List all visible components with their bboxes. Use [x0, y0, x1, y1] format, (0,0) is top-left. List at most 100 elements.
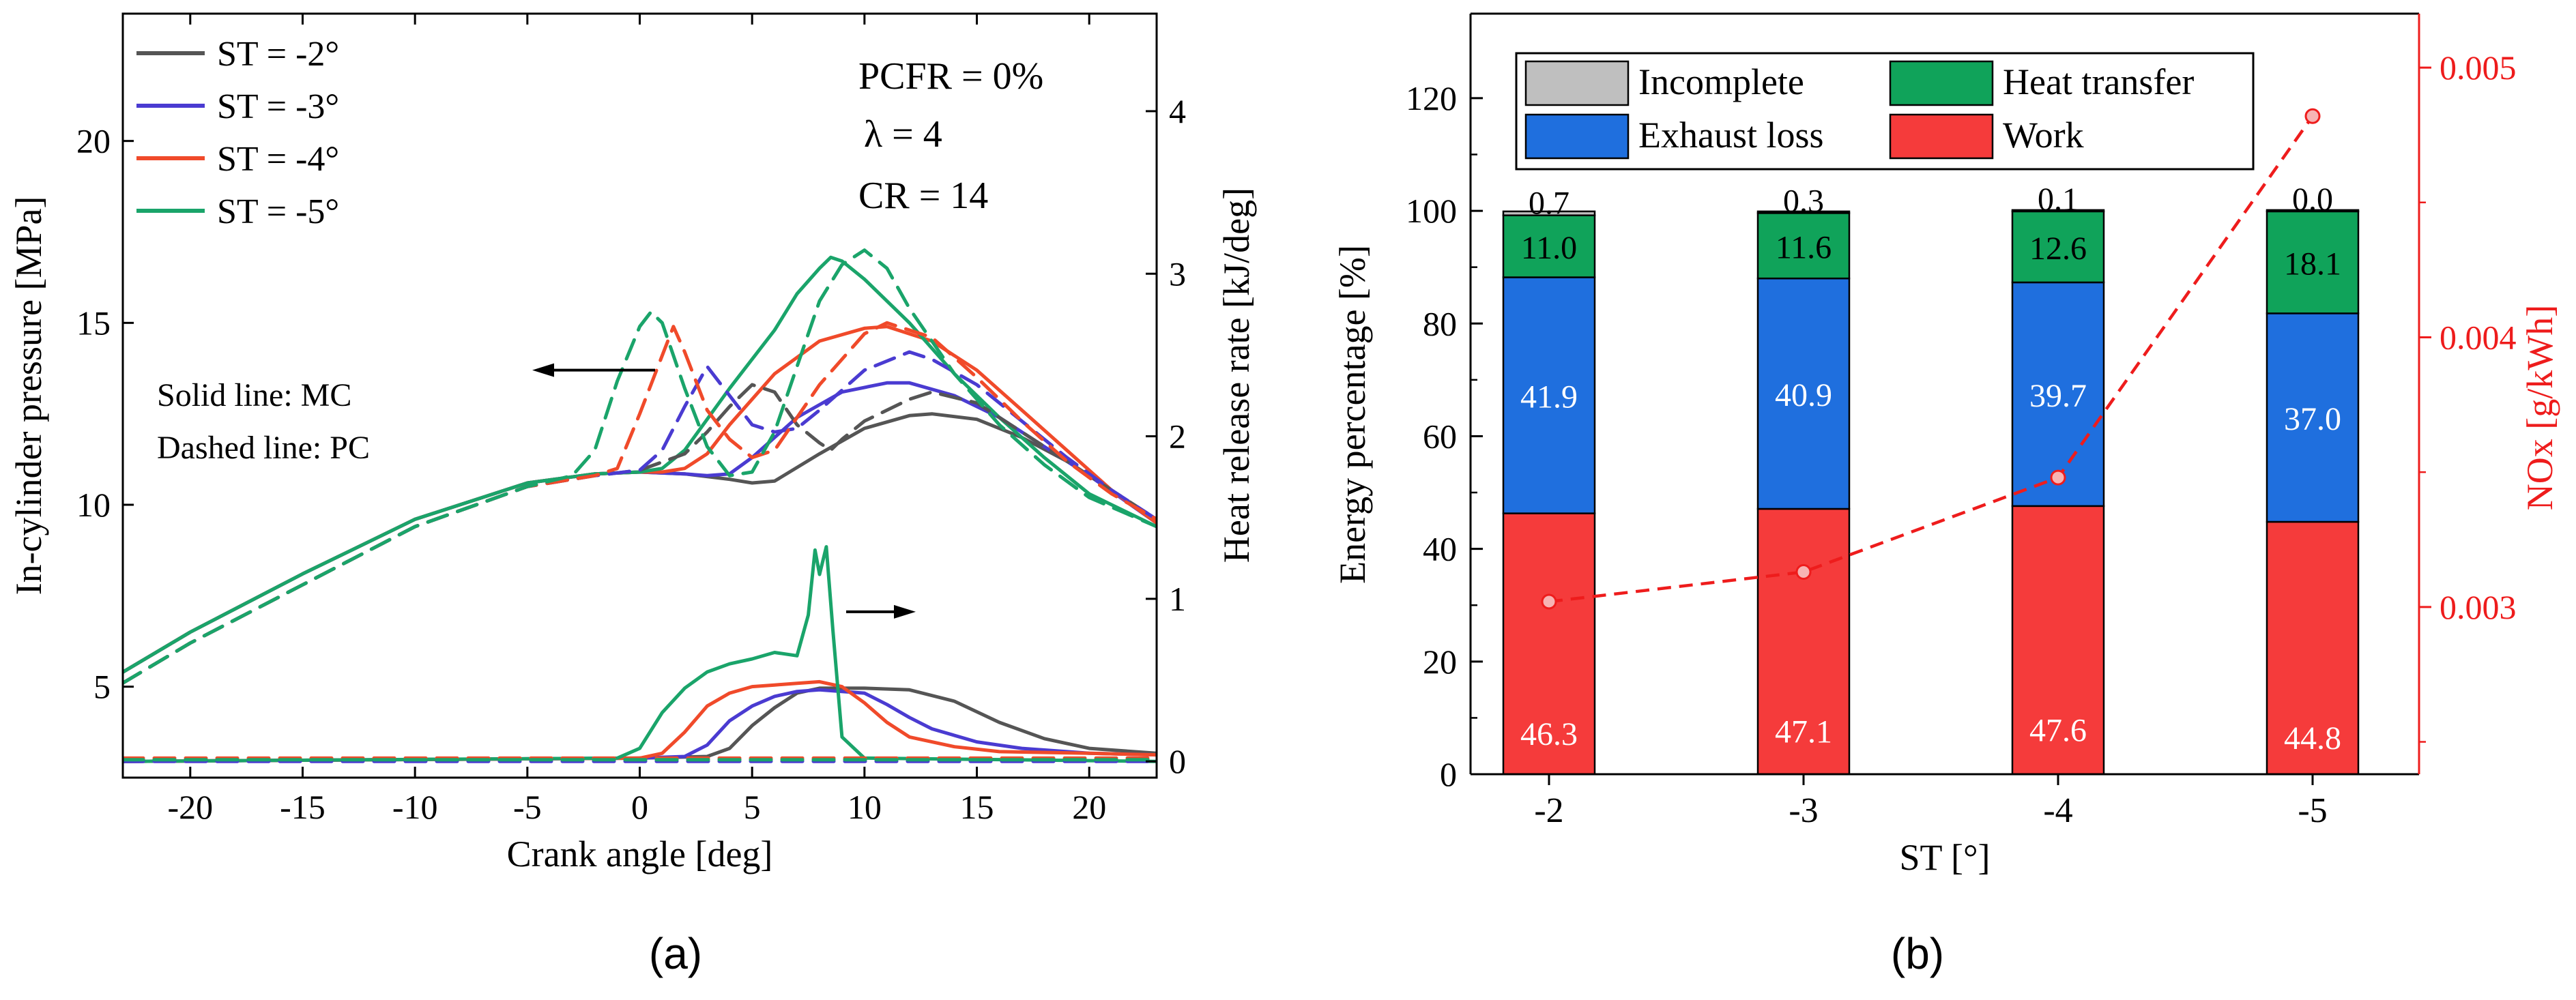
y-tick-label: 20	[1423, 643, 1457, 681]
annotation-dashed-line: Dashed line: PC	[157, 430, 370, 466]
bar-value-label-work: 47.1	[1775, 714, 1832, 750]
nox-line	[1548, 115, 2314, 604]
bar-value-label-exhaust: 40.9	[1775, 377, 1832, 413]
bar-work	[1502, 512, 1596, 776]
x-tick-label: -2	[1534, 791, 1563, 830]
y-tick-label: 40	[1423, 530, 1457, 568]
bar-value-label-incomplete: 0.0	[2292, 181, 2333, 218]
bar-heat	[2266, 210, 2360, 314]
x-tick-label: -20	[167, 788, 213, 826]
y-tick-label: 80	[1423, 304, 1457, 342]
x-tick-label: 20	[1072, 788, 1106, 826]
bar-value-label-heat: 11.0	[1521, 230, 1577, 266]
bar-value-label-heat: 11.6	[1776, 229, 1832, 265]
y-tick-label: 120	[1406, 79, 1457, 117]
y-tick-label: 20	[76, 122, 111, 160]
x-tick-label: -5	[2298, 791, 2327, 830]
series-line-hrr-solid-st5	[123, 545, 1157, 763]
y-tick-label: 15	[76, 304, 111, 342]
series-line-pressure-dashed-st4	[123, 321, 1157, 685]
series-line-hrr-solid-st4	[123, 679, 1157, 763]
x-tick-label: -15	[280, 788, 325, 826]
y2-tick-label: 3	[1169, 254, 1186, 293]
y-tick-label: 0	[1440, 755, 1457, 793]
bar-value-label-heat: 18.1	[2284, 246, 2341, 282]
bar-work	[2266, 520, 2360, 776]
x-tick-label: 0	[631, 788, 648, 826]
y2-tick-label: 0.005	[2440, 48, 2517, 87]
series-line-hrr-solid-st3	[123, 688, 1157, 763]
series-line-pressure-dashed-st2	[123, 383, 1157, 685]
y2-axis-label: NOx [g/kWh]	[2519, 305, 2560, 510]
bar-value-label-work: 47.6	[2029, 712, 2087, 748]
y-tick-label: 100	[1406, 192, 1457, 230]
bar-exhaust	[1502, 276, 1596, 514]
y2-tick-label: 2	[1169, 417, 1186, 456]
chart-b-energy-balance: 46.3 41.9 11.0 0.7 47.1 40.9 11.6 0.3 47.6 39.7 12…	[1332, 12, 2560, 878]
bar-incomplete	[2266, 209, 2360, 213]
bar-value-label-incomplete: 0.3	[1783, 183, 1824, 219]
y-axis-label: In-cylinder pressure [MPa]	[8, 196, 49, 595]
legend-swatch-heat	[1889, 60, 1994, 106]
x-tick-label: 10	[848, 788, 882, 826]
panel-b-label: (b)	[1891, 929, 1944, 978]
bar-incomplete	[2011, 209, 2105, 213]
chart-a-plot-area	[123, 248, 1157, 763]
legend-label: Incomplete	[1638, 61, 1804, 102]
x-tick-label: -10	[392, 788, 438, 826]
panel-a-label: (a)	[649, 929, 702, 978]
annotation-cr: CR = 14	[858, 175, 988, 217]
legend-label: ST = -3°	[217, 87, 339, 126]
y2-tick-label: 0	[1169, 742, 1186, 780]
bar-incomplete	[1756, 210, 1851, 214]
y-tick-label: 60	[1423, 417, 1457, 455]
y2-tick-label: 4	[1169, 92, 1186, 130]
x-tick-label: 15	[960, 788, 994, 826]
y-tick-label: 5	[93, 668, 111, 706]
bar-heat	[2011, 210, 2105, 284]
bar-value-label-work: 46.3	[1520, 716, 1578, 752]
nox-point	[1541, 593, 1557, 610]
legend-label: ST = -4°	[217, 140, 339, 179]
annotation-pcfr: PCFR = 0%	[858, 55, 1043, 98]
bar-value-label-incomplete: 0.7	[1529, 186, 1569, 222]
legend-swatch-exhaust	[1524, 113, 1630, 160]
bar-value-label-work: 44.8	[2284, 720, 2341, 756]
bar-exhaust	[2266, 312, 2360, 523]
y2-tick-label: 0.003	[2440, 588, 2517, 626]
x-tick-label: -5	[513, 788, 542, 826]
legend-swatch-incomplete	[1524, 60, 1630, 106]
nox-point	[1795, 563, 1812, 580]
series-line-pressure-solid-st5	[123, 255, 1157, 674]
bar-value-label-exhaust: 41.9	[1520, 379, 1578, 415]
legend-label: ST = -2°	[217, 35, 339, 74]
bar-value-label-exhaust: 39.7	[2029, 378, 2087, 414]
bar-value-label-heat: 12.6	[2029, 231, 2087, 267]
legend-box	[1515, 52, 2255, 171]
x-axis-label: ST [°]	[1899, 837, 1990, 878]
bar-work	[1756, 508, 1851, 776]
series-line-pressure-dashed-st5	[123, 248, 1157, 685]
arrow-head-right	[894, 604, 916, 619]
y-tick-label: 10	[76, 486, 111, 524]
bar-work	[2011, 505, 2105, 776]
y-axis-label: Energy percentage [%]	[1332, 245, 1373, 584]
annotation-solid-line: Solid line: MC	[157, 377, 351, 413]
bar-exhaust	[1756, 277, 1851, 510]
legend-swatch-work	[1889, 113, 1994, 160]
legend-label: Exhaust loss	[1638, 115, 1824, 156]
legend-label: ST = -5°	[217, 192, 339, 231]
chart-a-pressure-hrr: -20 -15 -10 -5 0 5 10 15 20 5 10 15 20 0 1 2 3 4 Crank ang…	[8, 12, 1257, 874]
nox-point	[2050, 469, 2066, 486]
bar-value-label-exhaust: 37.0	[2284, 401, 2341, 437]
x-tick-label: -3	[1789, 791, 1818, 830]
y2-tick-label: 0.004	[2440, 318, 2517, 356]
bar-heat	[1756, 212, 1851, 280]
x-tick-label: -4	[2043, 791, 2072, 830]
nox-point	[2304, 108, 2321, 124]
annotation-lambda: λ = 4	[864, 113, 942, 156]
bar-incomplete	[1502, 210, 1596, 216]
x-axis-label: Crank angle [deg]	[507, 834, 773, 874]
legend-label: Work	[2003, 115, 2084, 156]
